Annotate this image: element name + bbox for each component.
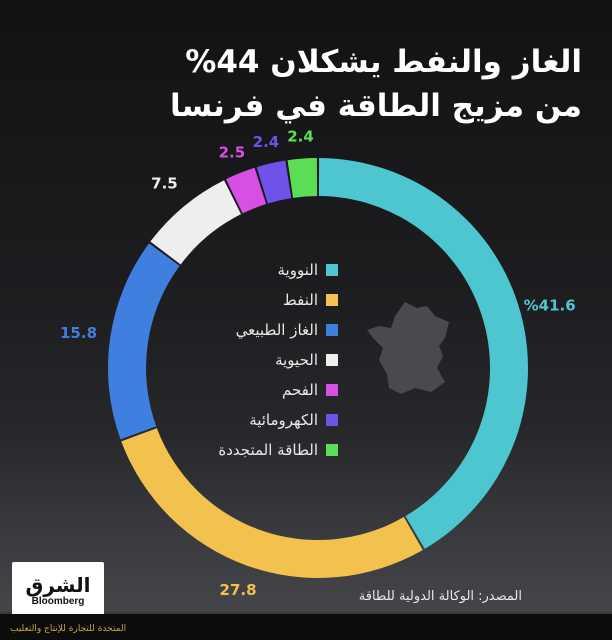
footer-bar [0, 614, 612, 640]
legend-label: النووية [277, 261, 318, 279]
footer-watermark: المتحدة للتجارة للإنتاج والتعليب [10, 624, 127, 634]
legend-label: الغاز الطبيعي [235, 321, 318, 339]
legend-item: الطاقة المتجددة [218, 435, 338, 465]
donut-slice [107, 243, 180, 440]
data-label: %41.6 [524, 296, 576, 314]
legend-item: الحيوية [228, 345, 338, 375]
logo-arabic-text: الشرق [25, 573, 91, 597]
data-label: 7.5 [151, 175, 178, 193]
chart-title: الغاز والنفط يشكلان 44% من مزيج الطاقة ف… [22, 40, 582, 128]
donut-slice [121, 428, 423, 578]
donut-slice [256, 160, 292, 204]
france-map-icon [367, 302, 449, 394]
legend-item: الفحم [228, 375, 338, 405]
legend-swatch [326, 264, 338, 276]
legend-swatch [326, 294, 338, 306]
legend-swatch [326, 354, 338, 366]
source-note: المصدر: الوكالة الدولية للطاقة [358, 589, 522, 604]
legend-swatch [326, 324, 338, 336]
logo-latin-text: Bloomberg [31, 596, 85, 607]
legend-item: الغاز الطبيعي [228, 315, 338, 345]
title-line-1: الغاز والنفط يشكلان 44% [185, 44, 582, 80]
donut-slice [318, 158, 529, 549]
legend-label: الحيوية [275, 351, 318, 369]
legend-label: الكهرومائية [249, 411, 318, 429]
chart-legend: النووية النفط الغاز الطبيعي الحيوية الفحم الك… [218, 255, 338, 465]
data-label: 2.5 [219, 144, 246, 162]
asharq-bloomberg-logo: الشرق Bloomberg [12, 562, 104, 620]
legend-item: النفط [228, 285, 338, 315]
title-line-2: من مزيج الطاقة في فرنسا [170, 88, 582, 124]
data-label: 15.8 [60, 324, 97, 342]
legend-swatch [326, 444, 338, 456]
data-label: 2.4 [287, 128, 314, 146]
legend-item: النووية [228, 255, 338, 285]
donut-slice [287, 158, 318, 198]
data-label: 2.4 [253, 133, 280, 151]
donut-slice [226, 167, 267, 214]
legend-swatch [326, 414, 338, 426]
legend-label: الطاقة المتجددة [218, 441, 318, 459]
legend-label: النفط [282, 291, 318, 309]
data-label: 27.8 [220, 581, 257, 599]
donut-slice [150, 180, 242, 265]
legend-swatch [326, 384, 338, 396]
legend-label: الفحم [282, 381, 318, 399]
legend-item: الكهرومائية [228, 405, 338, 435]
